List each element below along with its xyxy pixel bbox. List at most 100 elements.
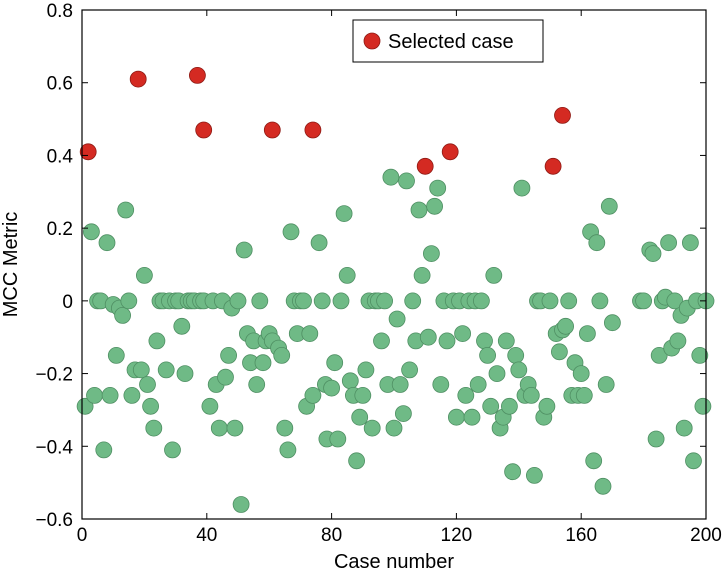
point-other (323, 379, 341, 397)
point-selected (129, 70, 147, 88)
point-other (410, 201, 428, 219)
y-tick-label: −0.2 (35, 365, 73, 386)
point-selected (554, 107, 571, 124)
point-other (76, 397, 94, 415)
point-other (304, 386, 322, 404)
point-other (295, 292, 312, 310)
point-other (235, 241, 253, 259)
point-selected (441, 143, 459, 161)
point-other (600, 197, 618, 215)
point-other (210, 419, 228, 437)
y-tick-label: 0.2 (47, 219, 73, 240)
point-other (513, 179, 531, 197)
point-other (660, 234, 677, 252)
point-other (132, 361, 150, 379)
point-other (145, 419, 163, 437)
point-selected (304, 121, 322, 139)
point-other (647, 430, 665, 448)
point-other (594, 477, 612, 495)
point-other (588, 234, 606, 252)
point-other (139, 376, 156, 393)
point-other (510, 361, 528, 379)
point-other (635, 292, 652, 310)
point-other (398, 172, 415, 190)
point-other (385, 419, 403, 437)
x-tick-label: 40 (196, 525, 217, 546)
point-other (357, 361, 375, 379)
point-other (394, 405, 412, 423)
point-selected (416, 157, 434, 175)
point-other (694, 397, 712, 415)
legend-marker-selected (363, 32, 381, 50)
point-other (117, 201, 135, 219)
y-tick-label: 0.8 (47, 1, 73, 22)
point-other (114, 306, 131, 324)
point-other (173, 317, 191, 335)
y-tick-label: −0.6 (35, 510, 73, 531)
point-other (650, 346, 668, 364)
point-other (504, 463, 521, 481)
point-other (454, 325, 472, 343)
point-other (522, 386, 540, 404)
point-other (373, 332, 390, 350)
point-other (123, 386, 141, 404)
point-other (341, 372, 359, 390)
point-other (591, 292, 609, 310)
point-other (363, 419, 381, 437)
ticks-layer: 0 40 80 120 160 200 −0.6 −0.4 −0.2 0 0.2 0.4 0.6 0.8 (35, 1, 721, 546)
x-axis-title: Case number (334, 551, 454, 573)
point-other (388, 310, 406, 328)
point-other (476, 332, 493, 350)
y-tick-label: 0.6 (47, 74, 73, 95)
point-other (326, 354, 344, 372)
point-other (488, 365, 506, 383)
point-other (675, 419, 693, 437)
point-other (401, 361, 419, 379)
point-other (282, 223, 300, 241)
point-selected (188, 67, 206, 84)
plot-frame (81, 9, 707, 520)
point-selected (544, 157, 562, 175)
point-other (232, 496, 250, 513)
point-other (220, 346, 238, 364)
point-other (335, 205, 353, 223)
x-tick-label: 80 (321, 525, 342, 546)
point-other (301, 325, 319, 343)
point-other (644, 245, 662, 263)
point-other (572, 365, 590, 383)
point-other (101, 386, 119, 404)
point-other (551, 343, 568, 361)
point-other (201, 397, 219, 415)
point-other (95, 441, 113, 459)
y-tick-label: 0 (62, 292, 73, 313)
y-tick-label: 0.4 (47, 146, 74, 167)
point-other (142, 397, 160, 415)
point-other (313, 292, 331, 310)
point-other (682, 234, 699, 252)
point-other (404, 292, 422, 310)
point-other (463, 408, 481, 426)
y-tick-label: −0.4 (35, 437, 73, 458)
point-other (438, 332, 456, 350)
point-other (217, 368, 234, 386)
point-other (391, 376, 409, 393)
point-other (248, 376, 266, 393)
point-other (507, 346, 525, 364)
point-other (148, 332, 166, 350)
points-layer (76, 67, 715, 513)
point-other (382, 168, 400, 186)
x-tick-label: 120 (441, 525, 473, 546)
point-other (604, 314, 621, 332)
point-other (585, 452, 603, 470)
point-other (164, 441, 181, 459)
point-selected (195, 121, 213, 139)
point-other (560, 292, 578, 310)
x-tick-label: 160 (565, 525, 597, 546)
point-other (251, 292, 269, 310)
point-other (691, 346, 709, 364)
point-other (86, 386, 103, 404)
point-other (497, 332, 515, 350)
point-other (226, 419, 244, 437)
point-other (273, 346, 291, 364)
point-other (157, 361, 175, 379)
